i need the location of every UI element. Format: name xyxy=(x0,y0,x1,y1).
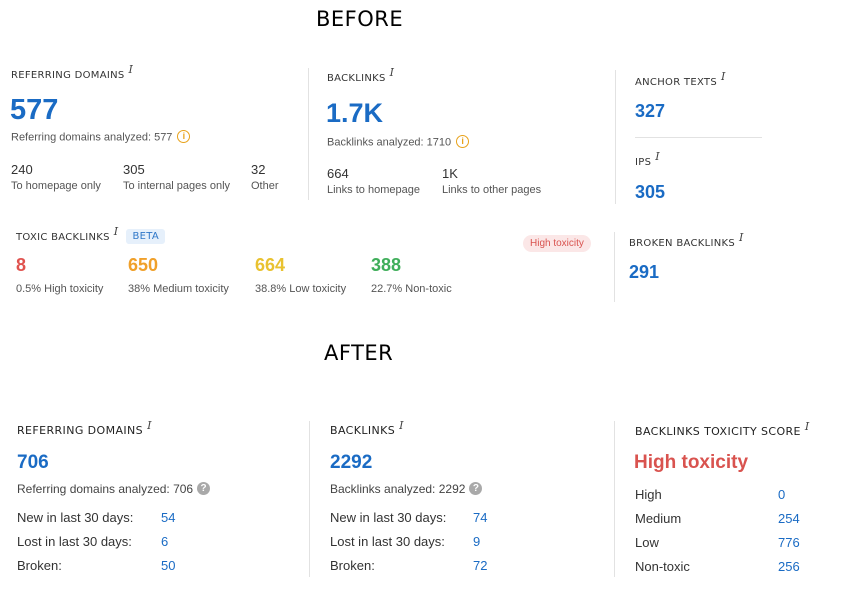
toxicity-row-label-high: High xyxy=(635,487,662,502)
info-circle-icon[interactable]: i xyxy=(177,130,191,143)
after-heading: AFTER xyxy=(324,341,394,365)
divider xyxy=(614,232,615,302)
after-backlinks-analyzed: Backlinks analyzed: 2292? xyxy=(330,482,483,496)
toxic-stat-value-medium[interactable]: 650 xyxy=(128,255,159,275)
toxic-stat-label-medium: 38% Medium toxicity xyxy=(128,283,229,295)
before-backlinks-label: BACKLINKS i xyxy=(327,66,395,84)
before-rd-stat-label-2: To internal pages only xyxy=(123,180,231,192)
before-rd-stat-value-2: 305 xyxy=(123,162,145,177)
before-broken-backlinks-label: BROKEN BACKLINKS i xyxy=(629,231,744,249)
after-bl-row-value-broken[interactable]: 72 xyxy=(473,558,488,573)
info-icon[interactable]: i xyxy=(399,419,404,432)
after-bl-row-label-lost: Lost in last 30 days: xyxy=(330,534,445,549)
info-icon[interactable]: i xyxy=(739,231,744,244)
after-toxicity-score-value[interactable]: High toxicity xyxy=(634,452,749,473)
toxic-stat-label-non-toxic: 22.7% Non-toxic xyxy=(371,283,452,295)
toxicity-row-label-medium: Medium xyxy=(635,511,682,526)
info-icon[interactable]: i xyxy=(655,150,660,163)
before-anchor-texts-label: ANCHOR TEXTS i xyxy=(635,70,726,88)
before-broken-backlinks-value[interactable]: 291 xyxy=(629,262,660,282)
before-rd-stat-label-3: Other xyxy=(251,180,279,192)
info-icon[interactable]: i xyxy=(128,63,134,76)
toxicity-row-value-low[interactable]: 776 xyxy=(778,535,800,550)
toxicity-row-label-non-toxic: Non-toxic xyxy=(635,559,690,574)
after-bl-row-value-new[interactable]: 74 xyxy=(473,510,488,525)
question-circle-icon[interactable]: ? xyxy=(469,482,483,496)
before-rd-stat-label-1: To homepage only xyxy=(11,180,101,192)
toxicity-row-value-medium[interactable]: 254 xyxy=(778,511,800,526)
after-referring-domains-analyzed: Referring domains analyzed: 706? xyxy=(17,482,211,496)
high-toxicity-badge: High toxicity xyxy=(523,235,591,252)
before-referring-domains-analyzed: Referring domains analyzed: 577 i xyxy=(11,130,191,144)
info-icon[interactable]: i xyxy=(720,70,726,83)
before-anchor-texts-value[interactable]: 327 xyxy=(635,101,666,121)
before-heading: BEFORE xyxy=(316,7,404,31)
after-rd-row-value-new[interactable]: 54 xyxy=(161,510,176,525)
after-toxicity-score-label: BACKLINKS TOXICITY SCORE i xyxy=(635,420,810,438)
before-rd-stat-value-3: 32 xyxy=(251,162,266,177)
toxicity-row-value-high[interactable]: 0 xyxy=(778,487,786,502)
after-rd-row-value-broken[interactable]: 50 xyxy=(161,558,176,573)
divider xyxy=(615,70,616,204)
before-backlinks-analyzed: Backlinks analyzed: 1710 i xyxy=(327,135,470,149)
info-icon[interactable]: i xyxy=(804,420,810,433)
after-backlinks-label: BACKLINKS i xyxy=(330,419,404,437)
toxic-stat-value-non-toxic[interactable]: 388 xyxy=(371,255,402,275)
after-rd-row-label-lost: Lost in last 30 days: xyxy=(17,534,132,549)
toxic-stat-value-high[interactable]: 8 xyxy=(16,255,27,275)
toxic-stat-label-high: 0.5% High toxicity xyxy=(16,283,104,295)
before-ips-label: IPS i xyxy=(635,150,660,168)
after-referring-domains-label: REFERRING DOMAINS i xyxy=(17,419,152,437)
toxic-stat-label-low: 38.8% Low toxicity xyxy=(255,283,347,295)
before-rd-stat-value-1: 240 xyxy=(11,162,33,177)
divider xyxy=(309,421,310,577)
divider xyxy=(614,421,615,577)
info-circle-icon[interactable]: i xyxy=(456,135,470,148)
after-referring-domains-value[interactable]: 706 xyxy=(17,452,49,473)
toxic-stat-value-low[interactable]: 664 xyxy=(255,255,286,275)
before-ips-value[interactable]: 305 xyxy=(635,182,666,202)
before-bl-stat-value-2: 1K xyxy=(442,166,458,181)
beta-badge: BETA xyxy=(126,229,165,244)
before-referring-domains-label: REFERRING DOMAINS i xyxy=(11,63,134,81)
before-bl-stat-value-1: 664 xyxy=(327,166,349,181)
after-bl-row-label-broken: Broken: xyxy=(330,558,375,573)
before-bl-stat-label-1: Links to homepage xyxy=(327,184,420,196)
divider xyxy=(308,68,309,200)
after-bl-row-label-new: New in last 30 days: xyxy=(330,510,447,525)
after-rd-row-label-broken: Broken: xyxy=(17,558,62,573)
divider xyxy=(635,137,762,138)
before-toxic-backlinks-label: TOXIC BACKLINKS i BETA xyxy=(16,225,165,245)
before-backlinks-value[interactable]: 1.7K xyxy=(326,98,384,128)
toxicity-row-value-non-toxic[interactable]: 256 xyxy=(778,559,800,574)
after-rd-row-value-lost[interactable]: 6 xyxy=(161,534,169,549)
toxicity-row-label-low: Low xyxy=(635,535,659,550)
info-icon[interactable]: i xyxy=(113,225,119,238)
after-bl-row-value-lost[interactable]: 9 xyxy=(473,534,481,549)
question-circle-icon[interactable]: ? xyxy=(197,482,211,496)
before-referring-domains-value[interactable]: 577 xyxy=(10,94,59,126)
info-icon[interactable]: i xyxy=(389,66,395,79)
before-bl-stat-label-2: Links to other pages xyxy=(442,184,542,196)
after-rd-row-label-new: New in last 30 days: xyxy=(17,510,134,525)
info-icon[interactable]: i xyxy=(147,419,152,432)
after-backlinks-value[interactable]: 2292 xyxy=(330,452,373,473)
